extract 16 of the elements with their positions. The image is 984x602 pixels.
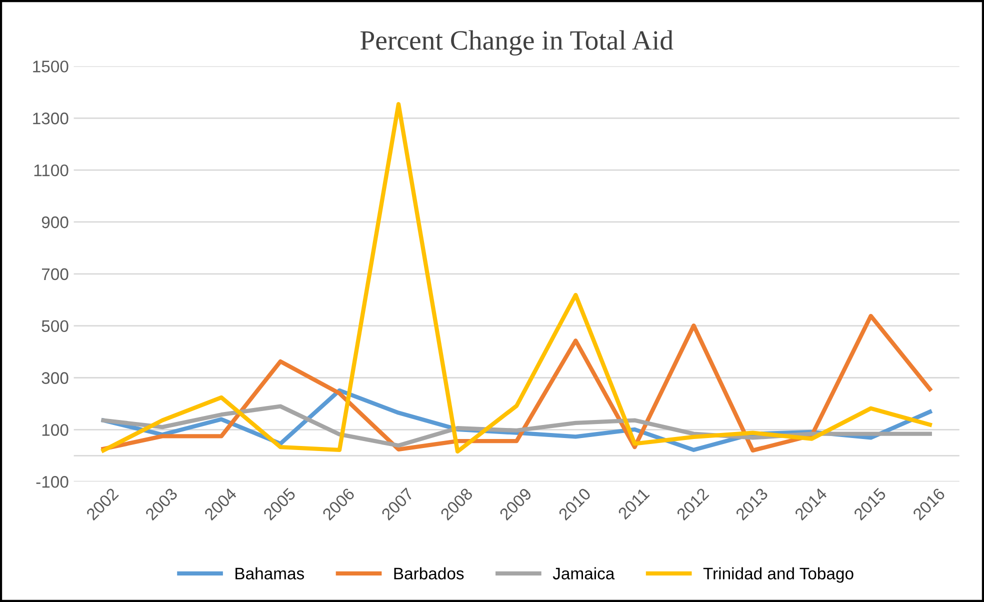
legend-label: Barbados — [394, 567, 464, 580]
chart-title: Percent Change in Total Aid — [360, 30, 674, 56]
y-tick-label: 1300 — [33, 112, 68, 124]
y-tick-label: 100 — [42, 424, 68, 436]
y-tick-label: 300 — [42, 372, 68, 384]
y-tick-label: 1500 — [33, 60, 68, 72]
legend-label: Bahamas — [236, 567, 304, 580]
legend-label: Trinidad and Tobago — [703, 567, 854, 583]
y-tick-label: 500 — [42, 320, 68, 332]
y-tick-label: -100 — [36, 476, 68, 488]
line-series — [101, 102, 932, 454]
line-series — [101, 314, 932, 453]
legend-label: Jamaica — [552, 567, 615, 580]
y-tick-label: 1100 — [34, 164, 68, 176]
y-tick-label: 900 — [42, 216, 68, 228]
y-tick-label: 700 — [42, 268, 68, 280]
